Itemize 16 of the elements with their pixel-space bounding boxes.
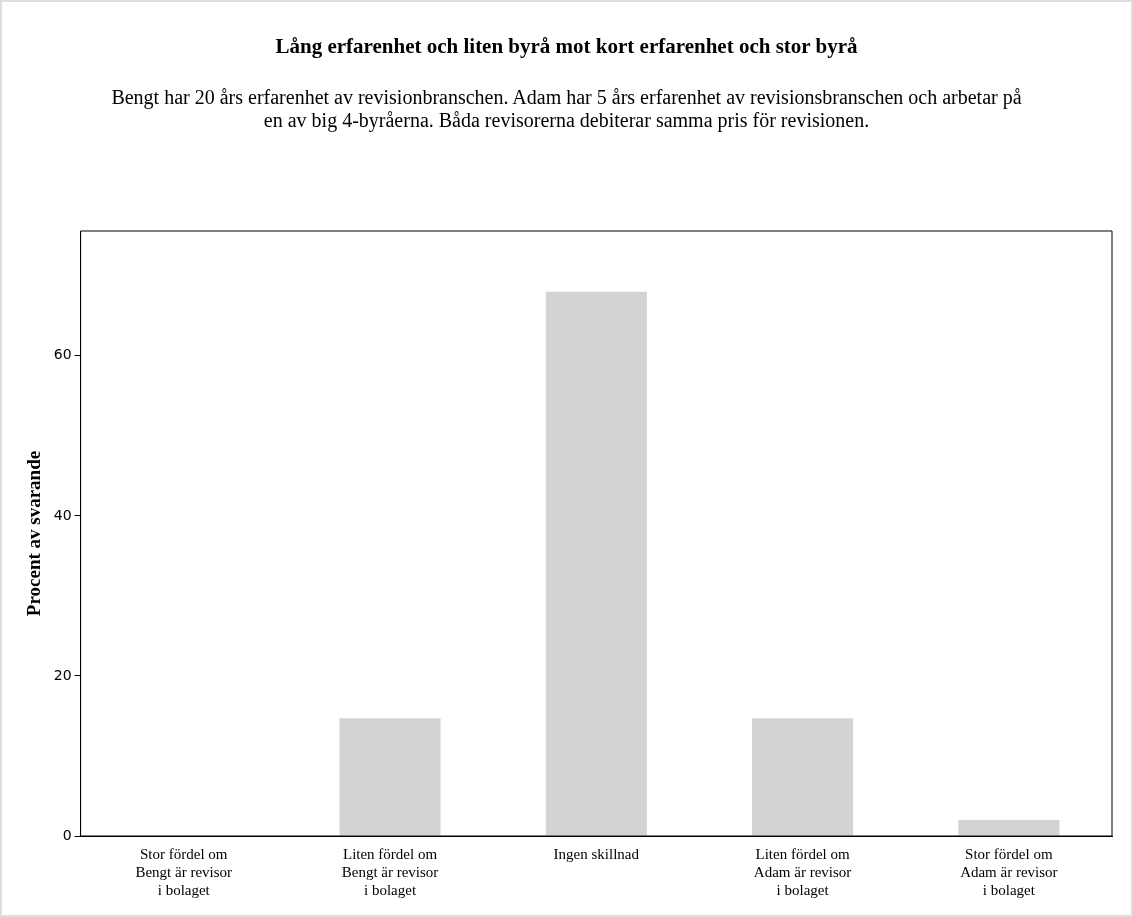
x-tick-label: Liten fördel om Bengt är revisor i bolaget <box>341 845 439 898</box>
y-tick-label: 40 <box>53 506 72 523</box>
x-tick-label: Stor fördel om Adam är revisor i bolaget <box>960 845 1058 898</box>
y-tick-label: 60 <box>53 346 72 363</box>
y-tick-label: 20 <box>53 666 72 683</box>
y-tick-label: 0 <box>62 826 72 843</box>
bar <box>339 718 441 836</box>
chart-title: Lång erfarenhet och liten byrå mot kort erfarenhet och stor byrå <box>274 34 859 59</box>
x-tick-label: Liten fördel om Adam är revisor i bolaget <box>753 845 852 898</box>
y-axis-title: Procent av svarande <box>23 450 45 617</box>
chart-subtitle: Bengt har 20 års erfarenhet av revisionbranschen. Adam har 5 års erfarenhet av revisionsbranschen och arbetar på en av big 4-byråerna. Båda revisorerna debiterar samma pris för revisionen. <box>110 86 1023 132</box>
x-tick-label: Ingen skillnad <box>553 845 640 862</box>
x-tick-label: Stor fördel om Bengt är revisor i bolaget <box>135 845 233 898</box>
bar <box>545 291 647 836</box>
bar <box>752 718 854 836</box>
bar <box>958 820 1060 836</box>
